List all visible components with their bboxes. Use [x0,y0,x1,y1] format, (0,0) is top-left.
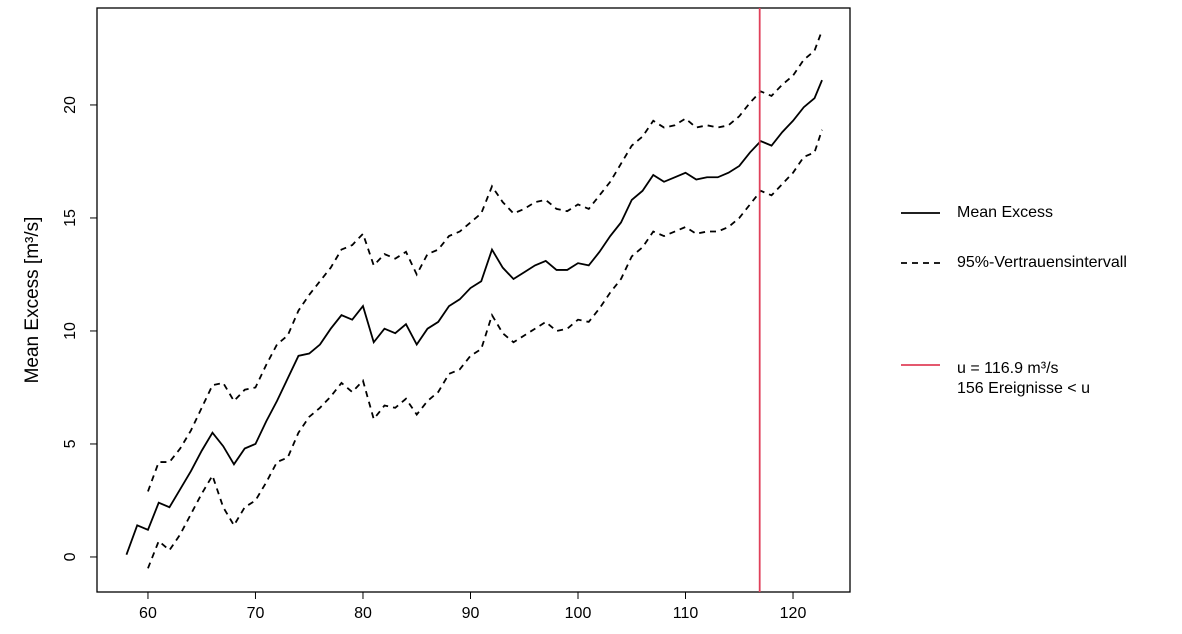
legend-label: Mean Excess [957,204,1053,221]
y-axis-label: Mean Excess [m³/s] [22,217,43,384]
y-tick-label: 10 [62,322,79,340]
data-line [125,79,823,556]
x-tick-label: 100 [565,605,592,622]
data-line [147,30,823,492]
legend-label: 95%-Vertrauensintervall [957,254,1127,271]
y-tick-label: 15 [62,209,79,227]
y-tick-label: 5 [62,439,79,448]
x-tick-label: 120 [780,605,807,622]
y-tick-label: 0 [62,552,79,561]
legend-label: 156 Ereignisse < u [957,380,1090,397]
x-tick-label: 70 [247,605,265,622]
plot-frame [96,7,851,593]
y-tick-label: 20 [62,96,79,114]
x-tick-label: 90 [462,605,480,622]
x-tick-label: 80 [354,605,372,622]
legend-label: u = 116.9 m³/s [957,360,1059,377]
x-tick-label: 60 [139,605,157,622]
x-tick-label: 110 [673,605,699,622]
data-line [147,129,823,569]
